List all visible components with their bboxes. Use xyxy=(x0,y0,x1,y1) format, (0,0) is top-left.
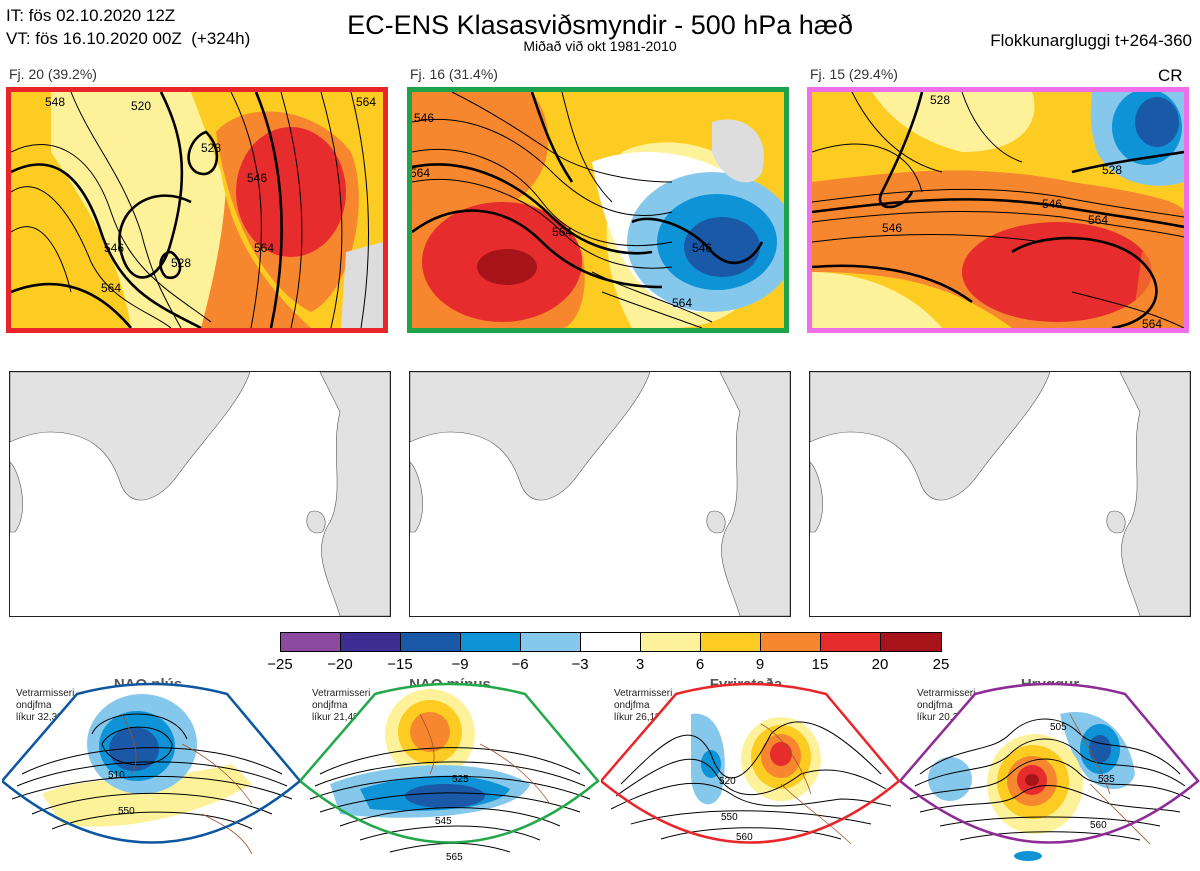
cluster-2-contour-5: 564 xyxy=(412,166,430,180)
cluster-1-contour-7: 546 xyxy=(104,241,124,255)
regime-3-contour-3: 560 xyxy=(736,832,753,843)
colorbar-tick-4: −9 xyxy=(451,656,469,673)
page-title: EC-ENS Klasasviðsmyndir - 500 hPa hæð xyxy=(347,10,853,40)
cluster-3-contour-5: 546 xyxy=(882,221,902,235)
cluster-map-3-graphic: 528 528 546 564 546 564 xyxy=(812,92,1184,328)
cluster-2-contour-2: 564 xyxy=(552,225,572,239)
colorbar-tick-6: −3 xyxy=(571,656,589,673)
regime-1-map: 510 550 xyxy=(2,682,302,855)
valid-time-label: VT: fös 16.10.2020 00Z (+324h) xyxy=(6,29,251,48)
regime-3-contour-1: 520 xyxy=(719,776,736,787)
regime-3-contour-2: 550 xyxy=(721,812,738,823)
cluster-1-contour-2: 520 xyxy=(131,99,151,113)
cluster-3-contour-6: 564 xyxy=(1142,317,1162,328)
empty-map-2 xyxy=(409,371,791,617)
regime-4-contour-3: 560 xyxy=(1090,820,1107,831)
regime-2-contour-2: 545 xyxy=(435,816,452,827)
colorbar-tick-5: −6 xyxy=(511,656,529,673)
colorbar-tick-7: 3 xyxy=(635,656,645,673)
regime-4-info: Vetrarmisseri ondjfma líkur 20,2% xyxy=(917,688,976,723)
page-subtitle: Miðað við okt 1981-2010 xyxy=(523,38,677,54)
empty-map-1-graphic xyxy=(10,372,390,616)
colorbar-swatch-11 xyxy=(880,632,942,652)
cluster-3-contour-2: 528 xyxy=(1102,163,1122,177)
cluster-1-contour-9: 564 xyxy=(101,281,121,295)
cluster-3-contour-4: 564 xyxy=(1088,213,1108,227)
empty-map-3 xyxy=(809,371,1191,617)
colorbar-tick-12: 25 xyxy=(932,656,950,673)
cluster-1-contour-4: 546 xyxy=(247,171,267,185)
colorbar-swatch-10 xyxy=(820,632,881,652)
regime-2-info: Vetrarmisseri ondjfma líkur 21,4% xyxy=(312,688,371,723)
colorbar-tick-11: 20 xyxy=(871,656,889,673)
regime-3-map: 520 550 560 xyxy=(601,682,901,845)
init-time-label: IT: fös 02.10.2020 12Z xyxy=(6,6,176,25)
colorbar-swatch-4 xyxy=(460,632,521,652)
cluster-2-label: Fj. 16 (31.4%) xyxy=(410,66,498,82)
empty-map-3-graphic xyxy=(810,372,1190,616)
cluster-2-contour-3: 546 xyxy=(692,241,712,255)
regime-1-contour-1: 510 xyxy=(108,770,125,781)
cluster-1-contour-6: 528 xyxy=(171,256,191,270)
regime-2-map: 525 545 565 xyxy=(300,682,600,863)
cluster-1-label: Fj. 20 (39.2%) xyxy=(9,66,97,82)
colorbar-swatch-7 xyxy=(640,632,701,652)
cluster-map-2-graphic: 546 564 546 564 564 xyxy=(412,92,784,328)
cluster-1-contour-8: 564 xyxy=(254,241,274,255)
cluster-map-1-graphic: 548 520 528 546 564 528 546 564 564 xyxy=(11,92,383,328)
cluster-2-contour-4: 564 xyxy=(672,296,692,310)
cluster-1-contour-5: 564 xyxy=(356,95,376,109)
colorbar-swatch-2 xyxy=(340,632,401,652)
colorbar-tick-2: −20 xyxy=(327,656,353,673)
cluster-map-1: 548 520 528 546 564 528 546 564 564 xyxy=(6,87,388,333)
classification-window-label: Flokkunargluggi t+264-360 xyxy=(990,31,1192,50)
regime-2-contour-3: 565 xyxy=(446,852,463,863)
colorbar-swatch-5 xyxy=(520,632,581,652)
regime-4-contour-1: 505 xyxy=(1050,722,1067,733)
cluster-3-contour-1: 528 xyxy=(930,93,950,107)
regime-1-contour-2: 550 xyxy=(118,806,135,817)
colorbar-swatch-8 xyxy=(700,632,761,652)
cluster-map-2: 546 564 546 564 564 xyxy=(407,87,789,333)
empty-map-1 xyxy=(9,371,391,617)
empty-map-2-graphic xyxy=(410,372,790,616)
colorbar-swatch-1 xyxy=(280,632,341,652)
regime-2-contour-1: 525 xyxy=(452,774,469,785)
cluster-1-contour-3: 528 xyxy=(201,141,221,155)
colorbar-tick-9: 9 xyxy=(755,656,765,673)
cluster-1-contour-1: 548 xyxy=(45,95,65,109)
regime-4-contour-2: 535 xyxy=(1098,774,1115,785)
regime-1-info: Vetrarmisseri ondjfma líkur 32,3% xyxy=(16,688,75,723)
colorbar-swatch-3 xyxy=(400,632,461,652)
corner-tag: CR xyxy=(1158,66,1183,85)
colorbar-tick-3: −15 xyxy=(387,656,413,673)
colorbar-swatch-6 xyxy=(580,632,641,652)
colorbar-tick-8: 6 xyxy=(695,656,705,673)
regime-3-info: Vetrarmisseri ondjfma líkur 26,1% xyxy=(614,688,673,723)
colorbar-tick-10: 15 xyxy=(811,656,829,673)
cluster-map-3: 528 528 546 564 546 564 xyxy=(807,87,1189,333)
cluster-3-contour-3: 546 xyxy=(1042,197,1062,211)
cluster-3-label: Fj. 15 (29.4%) xyxy=(810,66,898,82)
cluster-2-contour-1: 546 xyxy=(414,111,434,125)
colorbar-tick-1: −25 xyxy=(267,656,293,673)
colorbar-swatch-9 xyxy=(760,632,821,652)
regime-4-map: 505 535 560 xyxy=(900,682,1200,861)
